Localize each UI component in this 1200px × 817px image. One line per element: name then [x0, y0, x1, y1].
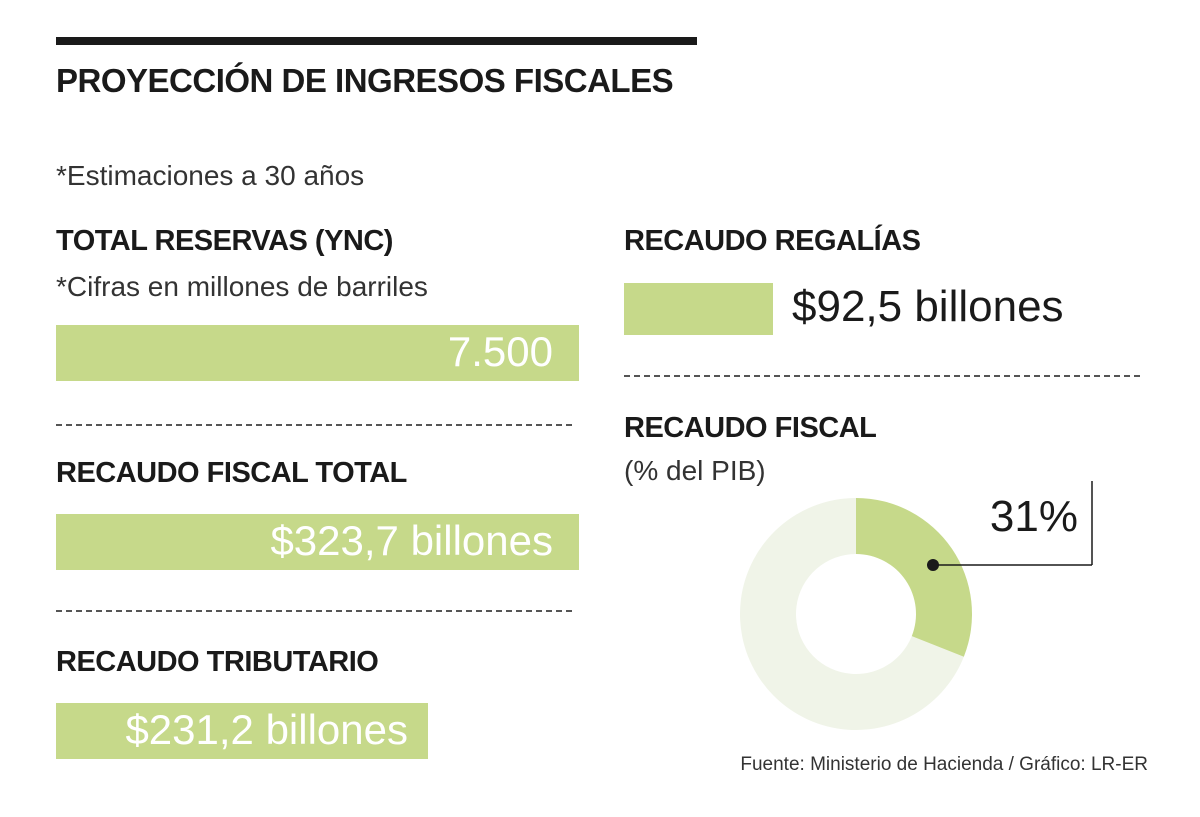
regalias-title: RECAUDO REGALÍAS: [624, 225, 921, 257]
fiscal-total-bar: [56, 514, 579, 570]
chart-subtitle: *Estimaciones a 30 años: [56, 160, 365, 191]
reservas-title: TOTAL RESERVAS (YNC): [56, 225, 393, 257]
tributario-value-label: $231,2 billones: [125, 706, 408, 753]
pib-value-label: 31%: [989, 492, 1078, 541]
reservas-bar: [56, 325, 579, 381]
fiscal-total-title: RECAUDO FISCAL TOTAL: [56, 457, 407, 489]
reservas-subtitle: *Cifras en millones de barriles: [56, 271, 428, 302]
fiscal-total-value-label: $323,7 billones: [270, 517, 553, 564]
pib-donut-value-slice: [856, 498, 973, 657]
pib-subtitle: (% del PIB): [624, 455, 766, 486]
tributario-title: RECAUDO TRIBUTARIO: [56, 646, 379, 678]
regalias-bar: [624, 283, 773, 335]
pib-donut-rest-slice: [740, 498, 964, 730]
chart-title: PROYECCIÓN DE INGRESOS FISCALES: [56, 62, 674, 99]
top-rule: [56, 37, 697, 45]
regalias-value-label: $92,5 billones: [792, 282, 1064, 331]
tributario-bar: [56, 703, 428, 759]
divider-3: [624, 375, 1140, 377]
source-note: Fuente: Ministerio de Hacienda / Gráfico…: [740, 754, 1148, 775]
pib-title: RECAUDO FISCAL: [624, 412, 877, 444]
pib-leader-dot: [927, 559, 939, 571]
reservas-value-label: 7.500: [447, 328, 553, 375]
divider-2: [56, 610, 572, 612]
divider-1: [56, 424, 572, 426]
